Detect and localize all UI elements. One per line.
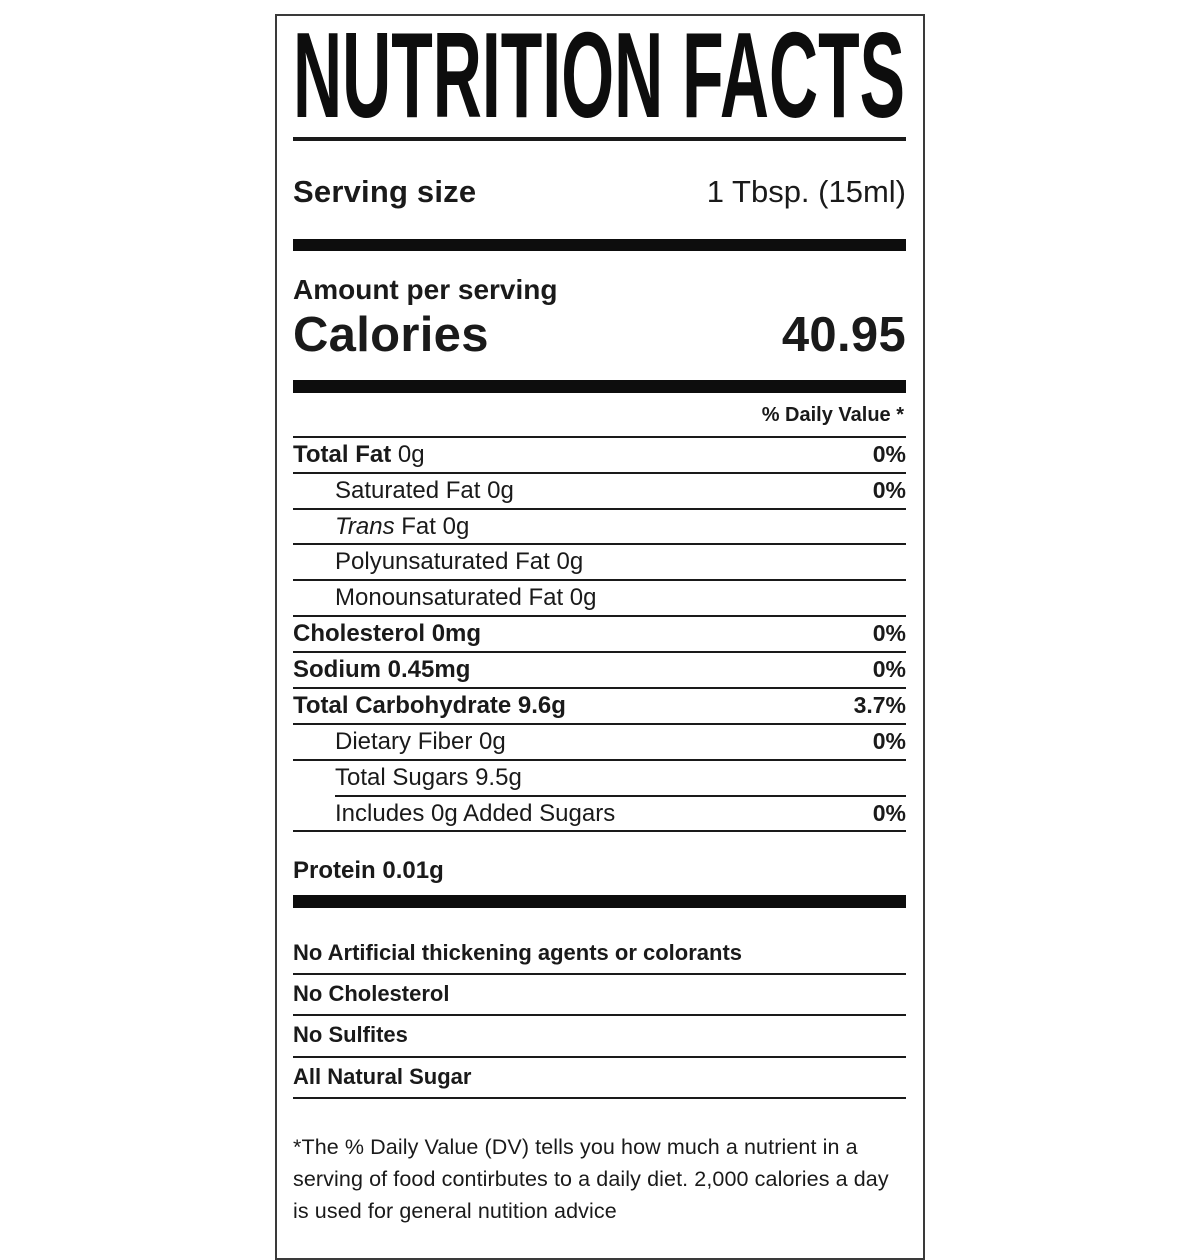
protein-label: Protein [293,857,376,885]
daily-value-percent: 0% [872,476,906,503]
serving-size-row: Serving size 1 Tbsp. (15ml) [293,174,906,209]
nutrient-name: Total Fat 0g [293,440,425,468]
nutrient-name: Sodium 0.45mg [293,656,471,684]
calories-value: 40.95 [781,307,906,362]
nutrient-row: Sodium 0.45mg 0% [293,653,906,689]
label-title: NUTRITION FACTS [293,28,905,121]
title-divider [293,137,906,141]
protein-amount: 0.01g [382,857,444,885]
nutrient-name: Total Sugars 9.5g [335,763,522,791]
nutrient-name: Cholesterol 0mg [293,620,482,648]
nutrient-name: Includes 0g Added Sugars [335,799,616,827]
calories-label: Calories [293,307,489,362]
nutrient-row: Includes 0g Added Sugars 0% [293,797,906,833]
nutrient-row: Total Sugars 9.5g [335,761,906,797]
nutrient-name: Dietary Fiber 0g [335,727,506,755]
daily-value-header: % Daily Value * [293,393,906,438]
nutrient-row: Dietary Fiber 0g 0% [293,725,906,761]
nutrient-row: Cholesterol 0mg 0% [293,617,906,654]
claim-row: No Cholesterol [293,975,906,1017]
protein-row: Protein 0.01g [293,858,906,884]
section-bar [293,239,906,252]
amount-per-serving-label: Amount per serving [293,274,558,306]
claim-row: All Natural Sugar [293,1058,906,1099]
daily-value-percent: 0% [872,656,906,683]
daily-value-percent: 0% [872,620,906,647]
section-bar [293,379,906,393]
nutrient-row: Total Fat 0g 0% [293,438,906,474]
nutrient-name: Polyunsaturated Fat 0g [335,548,584,576]
nutrition-facts-label: NUTRITION FACTS Serving size 1 Tbsp. (15… [275,14,925,1260]
daily-value-percent: 0% [872,727,906,754]
daily-value-percent: 0% [872,799,906,826]
nutrient-rows: Total Fat 0g 0% Saturated Fat 0g 0% Trans Fa… [293,438,906,833]
nutrient-row: Polyunsaturated Fat 0g [293,545,906,582]
calories-row: Calories 40.95 [293,307,906,363]
label-title-graphic: NUTRITION FACTS [293,28,905,121]
claims-list: No Artificial thickening agents or color… [293,934,906,1099]
claim-row: No Artificial thickening agents or color… [293,934,906,976]
section-bar [293,894,906,908]
nutrient-row: Trans Fat 0g [293,510,906,546]
serving-size-value: 1 Tbsp. (15ml) [706,174,906,209]
nutrient-name: Saturated Fat 0g [335,476,514,504]
claim-row: No Sulfites [293,1016,906,1058]
serving-size-label: Serving size [293,174,477,209]
nutrient-row: Monounsaturated Fat 0g [293,581,906,618]
daily-value-footnote: *The % Daily Value (DV) tells you how mu… [293,1134,889,1224]
nutrient-row: Total Carbohydrate 9.6g 3.7% [293,689,906,725]
nutrient-name: Trans Fat 0g [335,512,470,540]
nutrient-name: Total Carbohydrate 9.6g [293,691,566,719]
daily-value-percent: 0% [872,440,906,467]
daily-value-percent: 3.7% [853,691,906,718]
nutrient-row: Saturated Fat 0g 0% [293,474,906,510]
nutrient-name: Monounsaturated Fat 0g [335,584,597,612]
